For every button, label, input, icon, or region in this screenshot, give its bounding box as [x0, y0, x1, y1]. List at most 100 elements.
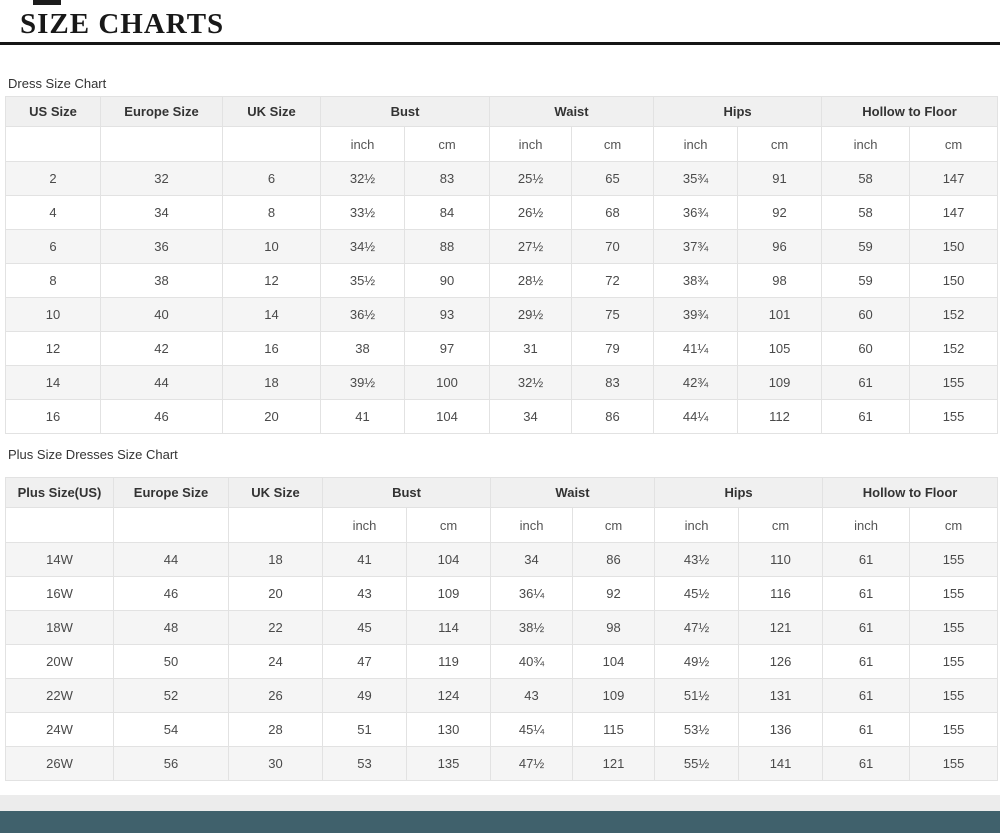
- table-row: 24W 54 28 51 130 45¼ 115 53½ 136 61 155: [5, 712, 999, 747]
- table-cell: 155: [909, 746, 999, 781]
- table-cell: 46: [113, 576, 229, 611]
- table-cell: 47½: [654, 610, 740, 645]
- table-cell: 136: [738, 712, 824, 747]
- table-row: 6 36 10 34½ 88 27½ 70 37¾ 96 59 150: [5, 229, 999, 264]
- table-cell: 59: [821, 229, 911, 264]
- table-cell: 50: [113, 644, 229, 679]
- table-cell: 61: [821, 365, 911, 400]
- col-header-hollow-to-floor: Hollow to Floor: [821, 96, 999, 127]
- table-cell: 61: [822, 644, 911, 679]
- table-cell: 34: [489, 399, 573, 434]
- table-cell: 110: [738, 542, 824, 577]
- table-cell: 30: [228, 746, 323, 781]
- table-cell: 25½: [489, 161, 573, 196]
- table-cell: 61: [822, 678, 911, 713]
- unit-label-inch: inch: [822, 507, 911, 543]
- table-cell: 97: [403, 331, 491, 366]
- table-row: 20W 50 24 47 119 40¾ 104 49½ 126 61 155: [5, 644, 999, 679]
- table-cell: 109: [572, 678, 656, 713]
- table-cell: 35¾: [653, 161, 739, 196]
- table-cell: 86: [571, 399, 655, 434]
- table-row: 8 38 12 35½ 90 28½ 72 38¾ 98 59 150: [5, 263, 999, 298]
- table-cell: 155: [909, 576, 999, 611]
- empty-cell: [113, 507, 229, 543]
- table-cell: 86: [572, 542, 656, 577]
- col-header-uk-size: UK Size: [222, 96, 321, 127]
- table-cell: 40: [100, 297, 223, 332]
- table-cell: 42¾: [653, 365, 739, 400]
- table-cell: 41: [320, 399, 405, 434]
- table-cell: 96: [737, 229, 823, 264]
- table-cell: 12: [222, 263, 321, 298]
- table-row: 12 42 16 38 97 31 79 41¼ 105 60 152: [5, 331, 999, 366]
- table-cell: 37¾: [653, 229, 739, 264]
- table-cell: 93: [403, 297, 491, 332]
- table-cell: 100: [403, 365, 491, 400]
- col-header-europe-size: Europe Size: [100, 96, 223, 127]
- table-cell: 14: [5, 365, 101, 400]
- table-cell: 26: [228, 678, 323, 713]
- table-cell: 14W: [5, 542, 114, 577]
- col-header-europe-size: Europe Size: [113, 477, 229, 508]
- table-cell: 44: [100, 365, 223, 400]
- table-cell: 18: [222, 365, 321, 400]
- table-cell: 83: [403, 161, 491, 196]
- unit-label-inch: inch: [654, 507, 740, 543]
- table-cell: 119: [405, 644, 492, 679]
- col-header-hollow-to-floor: Hollow to Floor: [822, 477, 999, 508]
- table-cell: 98: [737, 263, 823, 298]
- table-cell: 51½: [654, 678, 740, 713]
- table-cell: 36: [100, 229, 223, 264]
- table-cell: 116: [738, 576, 824, 611]
- table-cell: 2: [5, 161, 101, 196]
- table-cell: 152: [909, 331, 999, 366]
- unit-label-cm: cm: [405, 507, 492, 543]
- dress-table-body: 2 32 6 32½ 83 25½ 65 35¾ 91 58 147 4 34 8 33½ 84 26½ 68 36…: [5, 161, 999, 434]
- table-cell: 88: [403, 229, 491, 264]
- table-cell: 131: [738, 678, 824, 713]
- table-cell: 104: [572, 644, 656, 679]
- col-header-us-size: US Size: [5, 96, 101, 127]
- unit-label-inch: inch: [653, 126, 739, 162]
- table-cell: 33½: [320, 195, 405, 230]
- unit-label-cm: cm: [572, 507, 656, 543]
- table-cell: 58: [821, 195, 911, 230]
- unit-label-inch: inch: [821, 126, 911, 162]
- empty-cell: [100, 126, 223, 162]
- table-cell: 27½: [489, 229, 573, 264]
- table-cell: 68: [571, 195, 655, 230]
- page-title: SIZE CHARTS: [20, 8, 225, 40]
- table-row: 14 44 18 39½ 100 32½ 83 42¾ 109 61 155: [5, 365, 999, 400]
- table-cell: 91: [737, 161, 823, 196]
- plus-table-unit-row: inch cm inch cm inch cm inch cm: [5, 507, 999, 543]
- table-cell: 52: [113, 678, 229, 713]
- table-cell: 38½: [490, 610, 574, 645]
- table-row: 10 40 14 36½ 93 29½ 75 39¾ 101 60 152: [5, 297, 999, 332]
- table-cell: 10: [222, 229, 321, 264]
- table-cell: 45¼: [490, 712, 574, 747]
- col-header-hips: Hips: [654, 477, 824, 508]
- table-cell: 83: [571, 365, 655, 400]
- table-cell: 16: [5, 399, 101, 434]
- table-cell: 20W: [5, 644, 114, 679]
- table-cell: 58: [821, 161, 911, 196]
- table-cell: 24W: [5, 712, 114, 747]
- table-cell: 155: [909, 365, 999, 400]
- table-cell: 84: [403, 195, 491, 230]
- table-cell: 70: [571, 229, 655, 264]
- unit-label-inch: inch: [489, 126, 573, 162]
- table-cell: 61: [822, 610, 911, 645]
- table-cell: 26½: [489, 195, 573, 230]
- table-cell: 41¼: [653, 331, 739, 366]
- footer-teal-band: [0, 811, 1000, 833]
- table-cell: 45½: [654, 576, 740, 611]
- unit-label-cm: cm: [403, 126, 491, 162]
- table-cell: 29½: [489, 297, 573, 332]
- table-cell: 53: [322, 746, 407, 781]
- plus-table-header-row: Plus Size(US) Europe Size UK Size Bust W…: [5, 477, 999, 508]
- table-cell: 155: [909, 399, 999, 434]
- table-cell: 61: [822, 576, 911, 611]
- table-cell: 115: [572, 712, 656, 747]
- table-cell: 92: [572, 576, 656, 611]
- table-cell: 32½: [489, 365, 573, 400]
